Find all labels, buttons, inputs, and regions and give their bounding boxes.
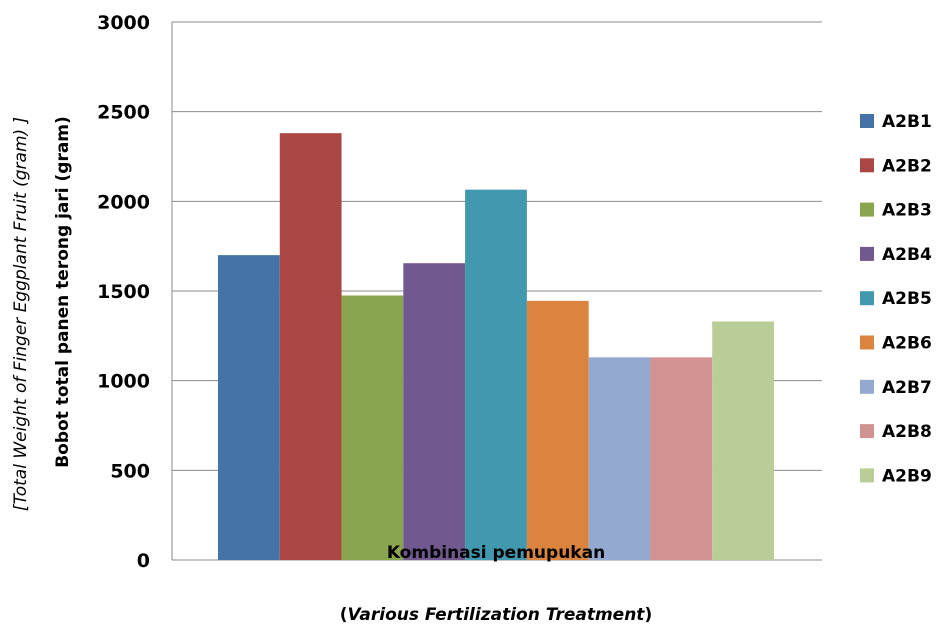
y-axis-label: Bobot total panen terong jari (gram): [53, 116, 73, 468]
bar-a2b2: [279, 133, 342, 561]
legend-label: A2B3: [882, 201, 932, 221]
legend-label: A2B1: [882, 112, 932, 132]
bar-a2b5: [465, 189, 527, 560]
legend-swatch: [860, 468, 874, 483]
x-axis-label: Kombinasi pemupukan: [387, 543, 605, 563]
legend-label: A2B2: [882, 156, 932, 176]
bar-a2b3: [341, 295, 404, 560]
legend-swatch: [860, 158, 874, 173]
y-tick-label: 1000: [97, 371, 150, 393]
bar-a2b7: [588, 357, 651, 560]
bar-a2b8: [650, 357, 713, 560]
y-tick-label: 0: [137, 550, 150, 572]
bar-a2b6: [526, 300, 589, 560]
bar-a2b1: [218, 255, 280, 560]
legend-swatch: [860, 114, 874, 128]
legend-label: A2B4: [882, 245, 932, 265]
y-axis-sublabel: [Total Weight of Finger Eggplant Fruit (…: [11, 117, 31, 511]
legend-swatch: [860, 202, 874, 217]
bar-a2b4: [403, 263, 466, 560]
y-tick-label: 1500: [97, 281, 150, 303]
y-tick-label: 500: [110, 460, 150, 482]
legend-swatch: [860, 335, 874, 350]
bar-a2b9: [712, 321, 774, 560]
y-tick-label: 2500: [97, 102, 150, 124]
legend-swatch: [860, 246, 874, 261]
x-axis-sublabel: (Various Fertilization Treatment): [340, 605, 652, 625]
legend-swatch: [860, 424, 874, 439]
legend-swatch: [860, 291, 874, 306]
bars: [218, 133, 774, 561]
legend-swatch: [860, 379, 874, 394]
legend: A2B1 A2B2 A2B3 A2B4 A2B5 A2B6 A2B7 A2B8 A2B9: [860, 112, 932, 486]
legend-label: A2B6: [882, 334, 932, 354]
y-tick-label: 3000: [97, 12, 150, 34]
legend-label: A2B7: [882, 378, 932, 398]
y-tick-label: 2000: [97, 191, 150, 213]
legend-label: A2B9: [882, 466, 932, 486]
y-tick-labels: 0 500 1000 1500 2000 2500 3000: [97, 12, 150, 572]
legend-label: A2B8: [882, 422, 932, 442]
legend-label: A2B5: [882, 289, 932, 309]
